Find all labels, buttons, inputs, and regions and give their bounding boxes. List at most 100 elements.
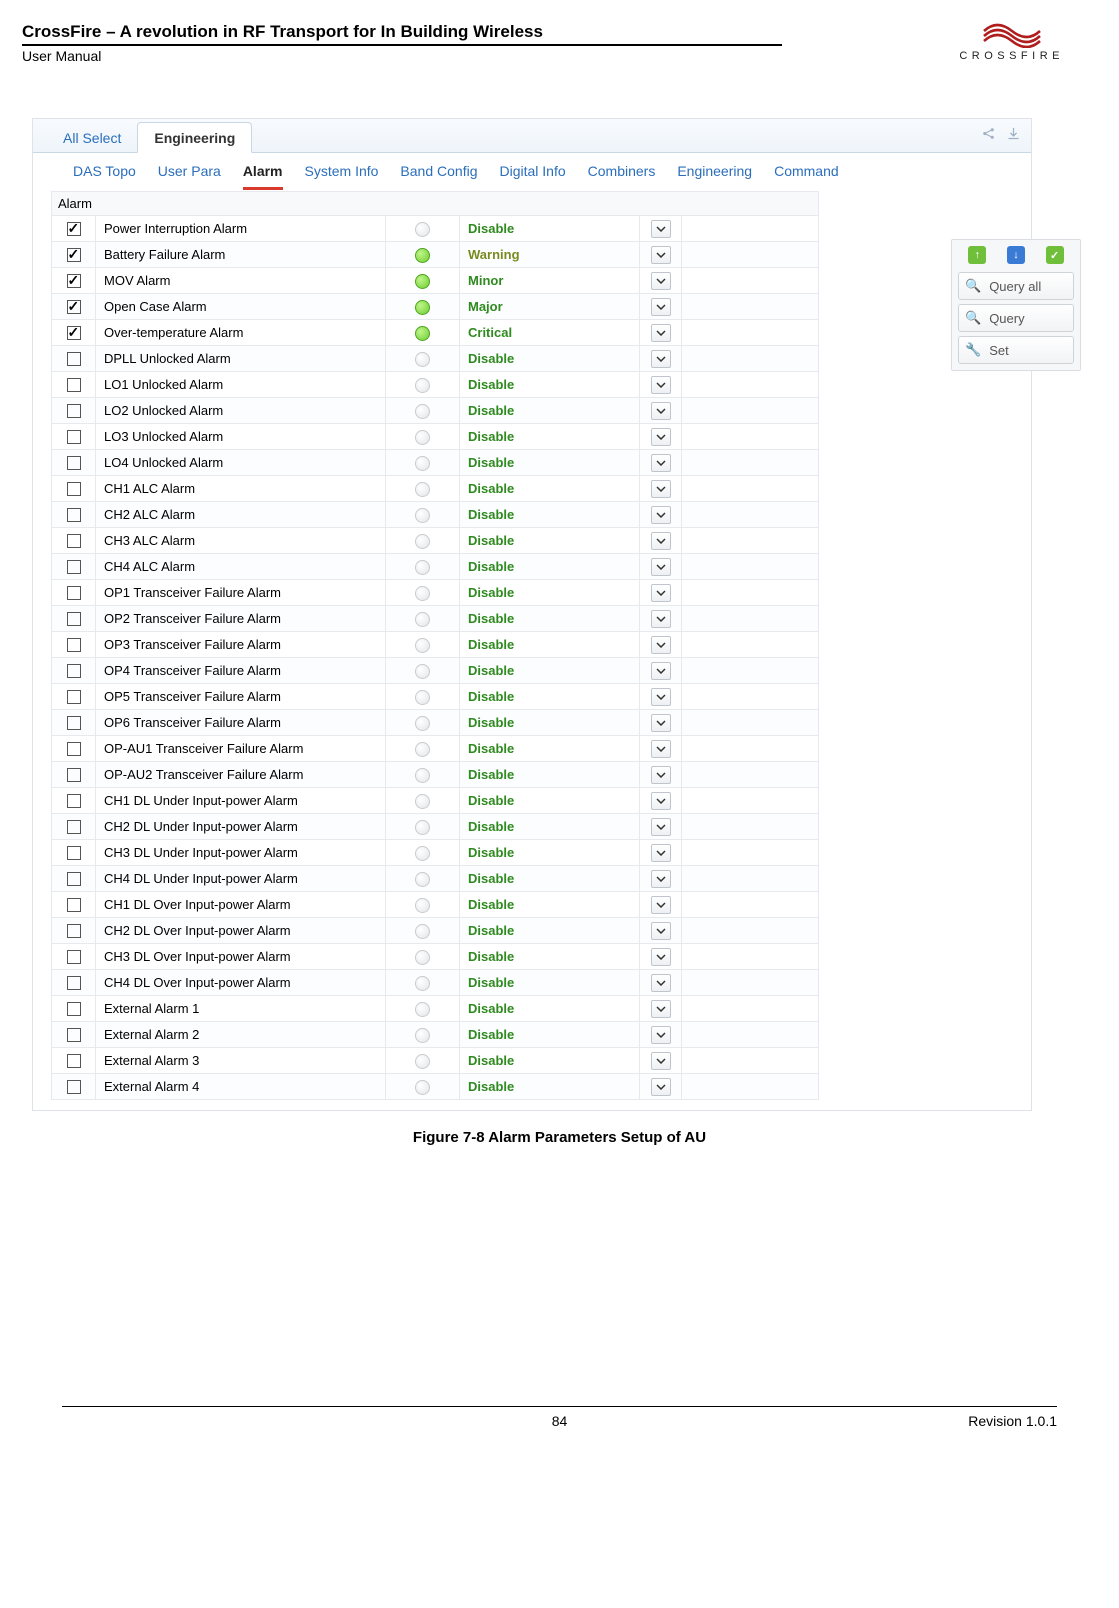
dropdown-caret-icon[interactable] (651, 870, 671, 888)
alarm-checkbox[interactable] (67, 690, 81, 704)
dropdown-caret-icon[interactable] (651, 1052, 671, 1070)
empty-cell (682, 658, 819, 684)
alarm-checkbox[interactable] (67, 1002, 81, 1016)
alarm-checkbox[interactable] (67, 1080, 81, 1094)
sub-tab-digital-info[interactable]: Digital Info (499, 163, 565, 187)
alarm-checkbox[interactable] (67, 638, 81, 652)
dropdown-caret-icon[interactable] (651, 662, 671, 680)
alarm-checkbox[interactable] (67, 508, 81, 522)
query-button[interactable]: 🔍 Query (958, 304, 1074, 332)
sub-tab-alarm[interactable]: Alarm (243, 163, 283, 190)
alarm-checkbox[interactable] (67, 976, 81, 990)
set-button[interactable]: 🔧 Set (958, 336, 1074, 364)
alarm-checkbox[interactable] (67, 586, 81, 600)
dropdown-caret-icon[interactable] (651, 1026, 671, 1044)
alarm-status: Disable (468, 403, 514, 418)
alarm-checkbox[interactable] (67, 1028, 81, 1042)
sub-tab-band-config[interactable]: Band Config (400, 163, 477, 187)
sub-tab-system-info[interactable]: System Info (305, 163, 379, 187)
alarm-checkbox[interactable] (67, 222, 81, 236)
alarm-checkbox[interactable] (67, 794, 81, 808)
alarm-checkbox[interactable] (67, 482, 81, 496)
arrow-down-icon[interactable]: ↓ (1007, 246, 1025, 264)
dropdown-caret-icon[interactable] (651, 272, 671, 290)
alarm-checkbox[interactable] (67, 352, 81, 366)
table-row: OP4 Transceiver Failure AlarmDisable (52, 658, 819, 684)
sub-tab-das-topo[interactable]: DAS Topo (73, 163, 136, 187)
share-icon[interactable] (981, 126, 996, 145)
top-tab-all-select[interactable]: All Select (47, 123, 137, 152)
dropdown-caret-icon[interactable] (651, 324, 671, 342)
dropdown-caret-icon[interactable] (651, 558, 671, 576)
alarm-status: Disable (468, 975, 514, 990)
alarm-checkbox[interactable] (67, 872, 81, 886)
top-tab-engineering[interactable]: Engineering (137, 122, 252, 153)
dropdown-caret-icon[interactable] (651, 402, 671, 420)
alarm-checkbox[interactable] (67, 820, 81, 834)
alarm-checkbox[interactable] (67, 378, 81, 392)
arrow-up-icon[interactable]: ↑ (968, 246, 986, 264)
alarm-checkbox[interactable] (67, 404, 81, 418)
sub-tab-user-para[interactable]: User Para (158, 163, 221, 187)
dropdown-caret-icon[interactable] (651, 454, 671, 472)
alarm-checkbox[interactable] (67, 1054, 81, 1068)
dropdown-caret-icon[interactable] (651, 688, 671, 706)
dropdown-caret-icon[interactable] (651, 506, 671, 524)
dropdown-caret-icon[interactable] (651, 740, 671, 758)
dropdown-caret-icon[interactable] (651, 584, 671, 602)
check-icon[interactable]: ✓ (1046, 246, 1064, 264)
dropdown-caret-icon[interactable] (651, 844, 671, 862)
dropdown-caret-icon[interactable] (651, 246, 671, 264)
query-all-button[interactable]: 🔍 Query all (958, 272, 1074, 300)
alarm-checkbox[interactable] (67, 664, 81, 678)
sub-tab-command[interactable]: Command (774, 163, 839, 187)
alarm-checkbox[interactable] (67, 612, 81, 626)
table-row: Open Case AlarmMajor (52, 294, 819, 320)
alarm-checkbox[interactable] (67, 716, 81, 730)
dropdown-caret-icon[interactable] (651, 1078, 671, 1096)
sub-tab-combiners[interactable]: Combiners (588, 163, 656, 187)
alarm-status: Disable (468, 637, 514, 652)
dropdown-caret-icon[interactable] (651, 298, 671, 316)
table-row: OP-AU1 Transceiver Failure AlarmDisable (52, 736, 819, 762)
alarm-checkbox[interactable] (67, 534, 81, 548)
dropdown-caret-icon[interactable] (651, 818, 671, 836)
dropdown-caret-icon[interactable] (651, 610, 671, 628)
alarm-checkbox[interactable] (67, 898, 81, 912)
download-icon[interactable] (1006, 126, 1021, 145)
dropdown-caret-icon[interactable] (651, 532, 671, 550)
alarm-checkbox[interactable] (67, 326, 81, 340)
empty-cell (682, 1022, 819, 1048)
empty-cell (682, 398, 819, 424)
alarm-checkbox[interactable] (67, 300, 81, 314)
alarm-checkbox[interactable] (67, 274, 81, 288)
dropdown-caret-icon[interactable] (651, 636, 671, 654)
query-label: Query (989, 311, 1024, 326)
dropdown-caret-icon[interactable] (651, 428, 671, 446)
alarm-checkbox[interactable] (67, 742, 81, 756)
alarm-checkbox[interactable] (67, 924, 81, 938)
alarm-checkbox[interactable] (67, 560, 81, 574)
sub-tab-engineering[interactable]: Engineering (677, 163, 752, 187)
alarm-checkbox[interactable] (67, 950, 81, 964)
dropdown-caret-icon[interactable] (651, 350, 671, 368)
dropdown-caret-icon[interactable] (651, 766, 671, 784)
dropdown-caret-icon[interactable] (651, 480, 671, 498)
alarm-name: Power Interruption Alarm (96, 216, 386, 242)
dropdown-caret-icon[interactable] (651, 948, 671, 966)
table-row: OP2 Transceiver Failure AlarmDisable (52, 606, 819, 632)
dropdown-caret-icon[interactable] (651, 376, 671, 394)
dropdown-caret-icon[interactable] (651, 220, 671, 238)
dropdown-caret-icon[interactable] (651, 714, 671, 732)
status-led-icon (415, 612, 430, 627)
dropdown-caret-icon[interactable] (651, 1000, 671, 1018)
alarm-checkbox[interactable] (67, 456, 81, 470)
dropdown-caret-icon[interactable] (651, 896, 671, 914)
alarm-checkbox[interactable] (67, 248, 81, 262)
alarm-checkbox[interactable] (67, 430, 81, 444)
dropdown-caret-icon[interactable] (651, 792, 671, 810)
alarm-checkbox[interactable] (67, 846, 81, 860)
dropdown-caret-icon[interactable] (651, 974, 671, 992)
dropdown-caret-icon[interactable] (651, 922, 671, 940)
alarm-checkbox[interactable] (67, 768, 81, 782)
